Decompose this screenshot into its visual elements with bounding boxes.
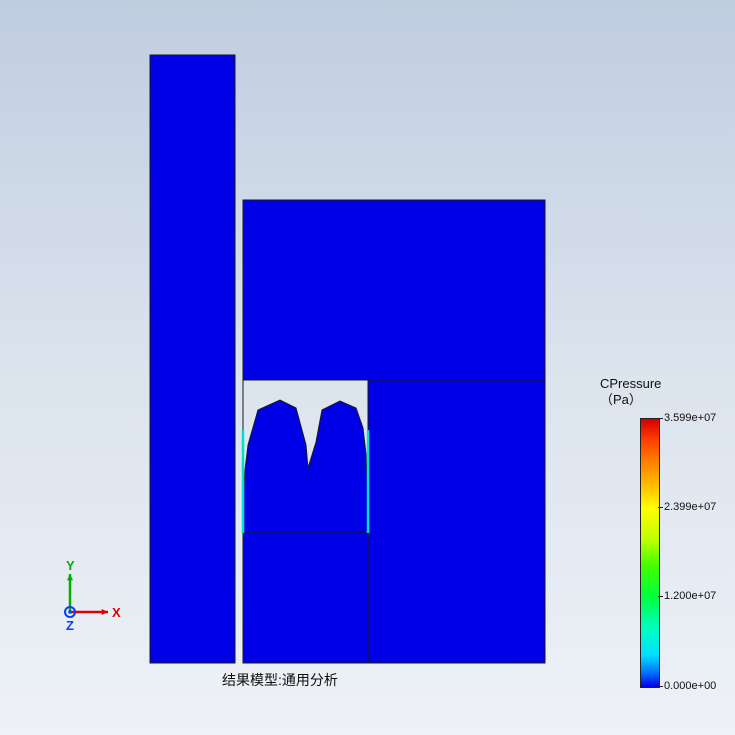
legend-colorbar bbox=[640, 418, 660, 688]
legend-title-line2: （Pa） bbox=[600, 392, 642, 407]
legend-tick-label: 3.599e+07 bbox=[664, 412, 716, 424]
legend-title: CPressure （Pa） bbox=[600, 376, 661, 407]
legend-tick-label: 1.200e+07 bbox=[664, 590, 716, 602]
legend-tick-label: 0.000e+00 bbox=[664, 680, 716, 692]
legend-tick-label: 2.399e+07 bbox=[664, 501, 716, 513]
color-legend[interactable]: CPressure （Pa） 3.599e+07 2.399e+07 1.200e+… bbox=[0, 0, 735, 735]
legend-title-line1: CPressure bbox=[600, 376, 661, 391]
